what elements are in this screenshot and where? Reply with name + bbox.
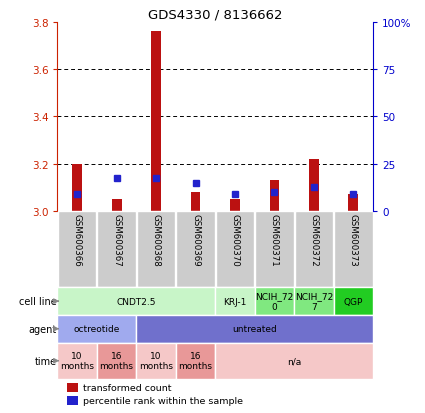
Text: GSM600368: GSM600368: [152, 214, 161, 266]
Text: n/a: n/a: [287, 356, 301, 366]
Bar: [215, 343, 373, 379]
Text: NCIH_72
0: NCIH_72 0: [255, 292, 294, 311]
Text: GSM600366: GSM600366: [73, 214, 82, 266]
Text: agent: agent: [28, 324, 57, 334]
Text: untreated: untreated: [232, 325, 277, 333]
Text: cell line: cell line: [19, 297, 57, 306]
Bar: [136, 315, 373, 343]
Text: GSM600371: GSM600371: [270, 214, 279, 266]
Bar: [57, 315, 136, 343]
Bar: [295, 211, 333, 287]
Bar: [309, 159, 319, 211]
Text: transformed count: transformed count: [82, 383, 171, 392]
Text: KRJ-1: KRJ-1: [223, 297, 246, 306]
Text: percentile rank within the sample: percentile rank within the sample: [82, 396, 243, 405]
Bar: [190, 192, 201, 211]
Bar: [97, 343, 136, 379]
Text: 10
months: 10 months: [60, 351, 94, 370]
Bar: [67, 383, 78, 392]
Bar: [230, 199, 240, 211]
Text: GSM600370: GSM600370: [230, 214, 240, 266]
Bar: [269, 181, 279, 211]
Bar: [334, 287, 373, 315]
Bar: [136, 343, 176, 379]
Bar: [215, 211, 254, 287]
Bar: [334, 211, 373, 287]
Text: 10
months: 10 months: [139, 351, 173, 370]
Bar: [112, 199, 122, 211]
Text: QGP: QGP: [344, 297, 363, 306]
Bar: [58, 211, 96, 287]
Bar: [97, 211, 136, 287]
Text: GSM600367: GSM600367: [112, 214, 121, 266]
Bar: [294, 287, 334, 315]
Bar: [255, 211, 294, 287]
Text: time: time: [34, 356, 57, 366]
Bar: [57, 343, 97, 379]
Text: CNDT2.5: CNDT2.5: [116, 297, 156, 306]
Text: octreotide: octreotide: [74, 325, 120, 333]
Bar: [215, 287, 255, 315]
Bar: [255, 287, 294, 315]
Bar: [176, 211, 215, 287]
Text: GSM600369: GSM600369: [191, 214, 200, 266]
Text: 16
months: 16 months: [178, 351, 212, 370]
Text: NCIH_72
7: NCIH_72 7: [295, 292, 333, 311]
Text: GSM600372: GSM600372: [309, 214, 318, 266]
Bar: [348, 195, 358, 211]
Bar: [137, 211, 176, 287]
Bar: [151, 32, 161, 211]
Bar: [176, 343, 215, 379]
Title: GDS4330 / 8136662: GDS4330 / 8136662: [148, 9, 283, 21]
Bar: [67, 396, 78, 405]
Text: GSM600373: GSM600373: [349, 214, 358, 266]
Bar: [57, 287, 215, 315]
Text: 16
months: 16 months: [99, 351, 133, 370]
Bar: [72, 164, 82, 211]
